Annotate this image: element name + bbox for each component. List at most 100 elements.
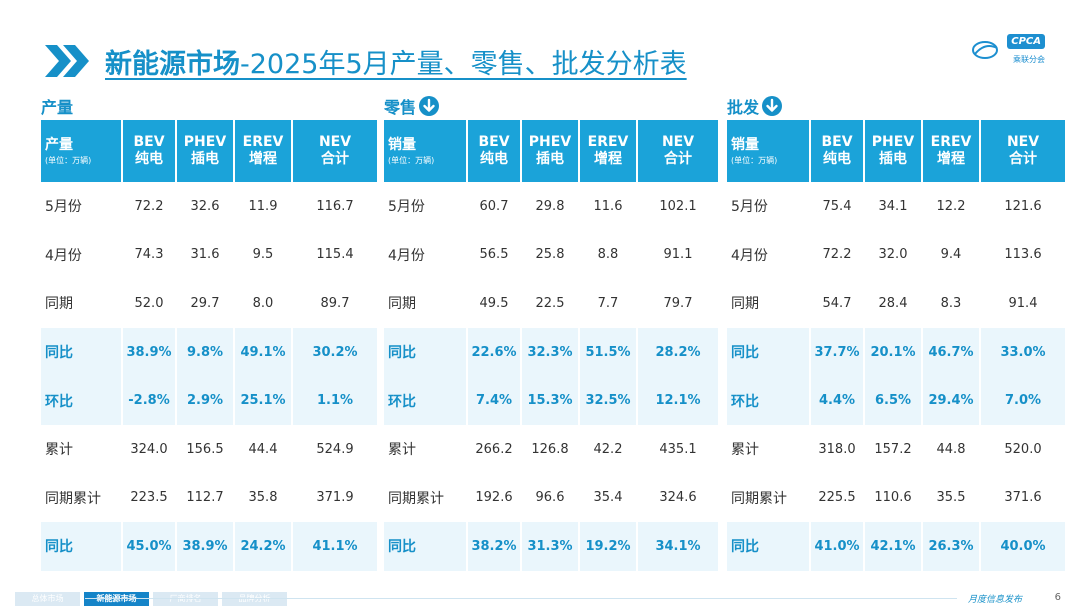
table-cell: 12.1% [638, 376, 718, 425]
table-cell: 28.2% [638, 327, 718, 377]
row-label: 同期 [45, 296, 73, 313]
table-cell: 25.8 [535, 247, 565, 263]
table-cell: 38.9% [177, 522, 233, 571]
header-en: BEV [133, 134, 165, 150]
header-metric-label: 产量 [45, 136, 73, 153]
table-cell: 115.4 [316, 247, 354, 263]
logo-subtext: 乘联分会 [1013, 55, 1045, 64]
row-label: 累计 [731, 442, 759, 459]
table-row: 环比 -2.8% 2.9% 25.1% 1.1% [41, 376, 377, 425]
footer: 总体市场新能源市场厂商排名品牌分析 月度信息发布 6 [15, 588, 1067, 610]
table-cell: 33.0% [981, 327, 1065, 377]
row-label: 同比 [41, 522, 121, 571]
table-cell: 7.7 [597, 295, 619, 311]
table-cell: 56.5 [479, 247, 509, 263]
header-cell: EREV 增程 [235, 120, 291, 182]
header-cell: NEV 合计 [293, 120, 377, 182]
table-cell: 24.2% [235, 522, 291, 571]
table-row: 同比 38.9% 9.8% 49.1% 30.2% [41, 327, 377, 377]
table-row: 累计 318.0 157.2 44.8 520.0 [727, 425, 1065, 474]
table-cell: 121.6 [1004, 198, 1042, 214]
table-row: 同期累计 223.5 112.7 35.8 371.9 [41, 474, 377, 523]
header-en: EREV [242, 134, 284, 150]
table-cell: 22.5 [535, 295, 565, 311]
table-cell: 79.7 [663, 295, 693, 311]
header-en: BEV [478, 134, 510, 150]
table-cell: 126.8 [531, 441, 569, 457]
header-en: EREV [587, 134, 629, 150]
table-cell: 42.2 [593, 441, 623, 457]
table-cell: 11.9 [248, 198, 278, 214]
header-cell: BEV 纯电 [811, 120, 863, 182]
table-cell: 19.2% [580, 522, 636, 571]
header-cell: EREV 增程 [923, 120, 979, 182]
header-cn: 插电 [191, 151, 219, 167]
cpca-logo-icon [972, 41, 998, 59]
table-cell: 12.2 [936, 198, 966, 214]
table-cell: 156.5 [186, 441, 224, 457]
row-label: 环比 [727, 376, 809, 425]
header-en: PHEV [528, 134, 572, 150]
table-row: 5月份 75.4 34.1 12.2 121.6 [727, 182, 1065, 231]
table-cell: 9.5 [252, 247, 274, 263]
page-number: 6 [1054, 592, 1061, 603]
table-row: 同比 37.7% 20.1% 46.7% 33.0% [727, 327, 1065, 377]
header-unit: (单位：万辆) [45, 155, 92, 165]
table-cell: 113.6 [1004, 247, 1042, 263]
row-label: 同比 [727, 522, 809, 571]
header-cell: EREV 增程 [580, 120, 636, 182]
footer-tab[interactable]: 总体市场 [15, 592, 80, 606]
table-row: 同期累计 225.5 110.6 35.5 371.6 [727, 474, 1065, 523]
row-label: 同期累计 [45, 490, 101, 507]
header-en: NEV [661, 134, 695, 150]
table-cell: 42.1% [865, 522, 921, 571]
table-cell: 318.0 [818, 441, 856, 457]
table-cell: 51.5% [580, 327, 636, 377]
table-row: 4月份 56.5 25.8 8.8 91.1 [384, 231, 718, 280]
header-cn: 增程 [249, 151, 277, 167]
table-cell: 46.7% [923, 327, 979, 377]
table-cell: 20.1% [865, 327, 921, 377]
footer-tab[interactable]: 厂商排名 [153, 592, 218, 606]
header-cn: 增程 [594, 151, 622, 167]
table-cell: 31.3% [522, 522, 578, 571]
table-cell: 22.6% [468, 327, 520, 377]
logo-text: CPCA [1007, 34, 1045, 49]
footer-divider [85, 598, 957, 599]
table-cell: 49.5 [479, 295, 509, 311]
header-cn: 合计 [321, 151, 349, 167]
table-cell: 223.5 [130, 490, 168, 506]
table-cell: 225.5 [818, 490, 856, 506]
table-row: 同比 38.2% 31.3% 19.2% 34.1% [384, 522, 718, 571]
table-cell: 157.2 [874, 441, 912, 457]
table-cell: 30.2% [293, 327, 377, 377]
header-metric-label: 销量 [731, 136, 759, 153]
table-cell: 35.8 [248, 490, 278, 506]
table-cell: 75.4 [822, 198, 852, 214]
table-cell: 32.5% [580, 376, 636, 425]
table-cell: 72.2 [134, 198, 164, 214]
table-cell: 15.3% [522, 376, 578, 425]
row-label: 累计 [45, 442, 73, 459]
footer-text: 月度信息发布 [967, 595, 1022, 605]
table-cell: 8.0 [252, 295, 274, 311]
header-cell: BEV 纯电 [123, 120, 175, 182]
title-row: 新能源市场-2025年5月产量、零售、批发分析表 [43, 36, 687, 86]
footer-tab[interactable]: 品牌分析 [222, 592, 287, 606]
header-en: NEV [1006, 134, 1040, 150]
footer-tab[interactable]: 新能源市场 [84, 592, 149, 606]
table-row: 4月份 72.2 32.0 9.4 113.6 [727, 231, 1065, 280]
slide: 新能源市场-2025年5月产量、零售、批发分析表 CPCA 乘联分会 产量 产量(… [15, 10, 1067, 610]
header-cell: PHEV 插电 [865, 120, 921, 182]
table-cell: 34.1 [878, 198, 908, 214]
table-row: 环比 4.4% 6.5% 29.4% 7.0% [727, 376, 1065, 425]
header-en: NEV [318, 134, 352, 150]
table-cell: 371.9 [316, 490, 354, 506]
page-title-rest: -2025年5月产量、零售、批发分析表 [240, 48, 687, 80]
row-label: 同期累计 [731, 490, 787, 507]
row-label: 4月份 [45, 247, 82, 264]
table-row: 5月份 60.7 29.8 11.6 102.1 [384, 182, 718, 231]
header-cn: 纯电 [135, 151, 163, 167]
table-row: 同期 52.0 29.7 8.0 89.7 [41, 279, 377, 328]
row-label: 同比 [384, 327, 466, 377]
